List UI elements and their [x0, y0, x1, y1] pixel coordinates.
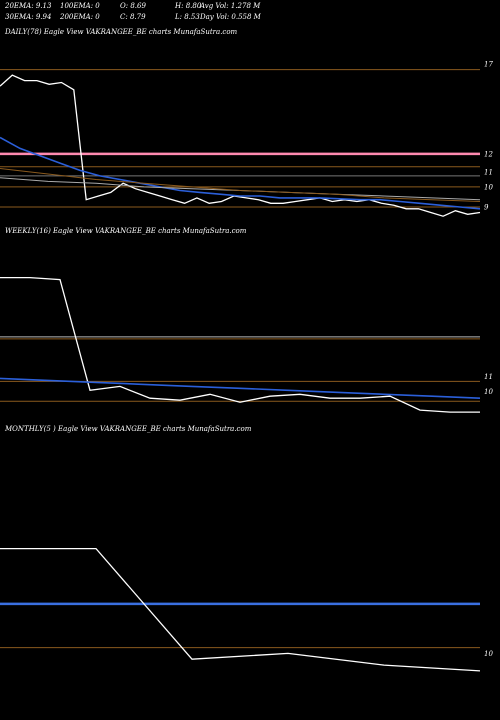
monthly-y-tick-label: 10	[484, 650, 493, 658]
ema200-label: 200EMA: 0	[60, 13, 100, 21]
daily-y-tick-label: 10	[484, 183, 493, 191]
daily-y-tick-label: 12	[484, 150, 493, 158]
ema30-label: 30EMA: 9.94	[5, 13, 52, 21]
daily-series-line-1	[0, 136, 481, 210]
ema100-label: 100EMA: 0	[60, 2, 100, 10]
weekly-y-tick-label: 10	[484, 388, 493, 396]
close-label: C: 8.79	[120, 13, 146, 21]
daily-y-tick-label: 17	[484, 61, 493, 69]
weekly-chart-title: WEEKLY(16) Eagle View VAKRANGEE_BE chart…	[5, 227, 247, 235]
high-label: H: 8.80	[175, 2, 202, 10]
weekly-series-line-1	[0, 377, 481, 399]
weekly-chart: 11 10	[0, 276, 493, 413]
ema20-label: 20EMA: 9.13	[5, 2, 52, 10]
daily-y-tick-label: 9	[484, 204, 489, 212]
daily-series-line-0	[0, 74, 481, 217]
day-vol-label: Day Vol: 0.558 M	[200, 13, 261, 21]
daily-chart: 17 12 11 10 9	[0, 61, 493, 217]
weekly-series-line-0	[0, 276, 480, 413]
low-label: L: 8.53	[175, 13, 200, 21]
monthly-chart-title: MONTHLY(5 ) Eagle View VAKRANGEE_BE char…	[5, 425, 252, 433]
daily-y-tick-label: 11	[484, 169, 493, 177]
weekly-y-tick-label: 11	[484, 373, 493, 381]
monthly-series-line-0	[0, 547, 481, 672]
avg-vol-label: Avg Vol: 1.278 M	[200, 2, 261, 10]
open-label: O: 8.69	[120, 2, 146, 10]
monthly-chart: 10	[0, 547, 493, 672]
daily-series-line-3	[0, 168, 481, 202]
daily-chart-title: DAILY(78) Eagle View VAKRANGEE_BE charts…	[5, 28, 238, 36]
